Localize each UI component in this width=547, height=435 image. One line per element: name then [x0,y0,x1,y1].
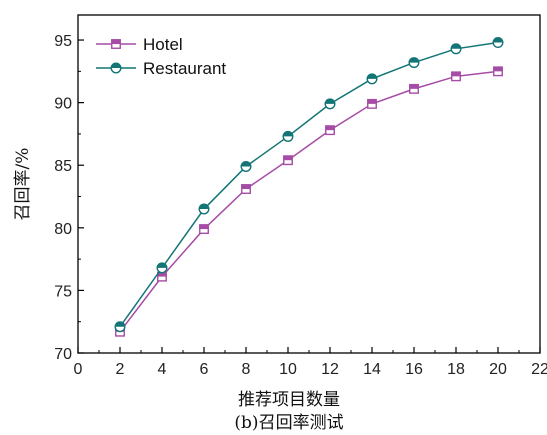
series-layer [114,37,504,337]
y-tick-label: 95 [54,33,72,50]
marker-fill [325,125,335,131]
data-point-hotel [241,184,251,194]
marker-fill [325,99,335,104]
data-point-restaurant [198,203,210,215]
marker-fill [283,131,293,137]
y-tick-label: 85 [54,158,72,175]
marker-fill [283,155,293,161]
y-tick-label: 90 [54,96,72,113]
marker-fill [451,72,461,77]
x-tick-label: 18 [447,361,465,378]
x-tick-label: 20 [489,361,507,378]
marker-fill [111,39,121,44]
marker-fill [409,57,419,63]
data-point-restaurant [156,262,168,274]
marker-fill [241,184,251,190]
data-point-restaurant [408,57,420,69]
marker-fill [493,67,503,72]
x-tick-label: 10 [279,361,297,378]
legend-item-hotel: Hotel [96,35,183,54]
data-point-hotel [367,98,377,109]
marker-fill [157,272,167,277]
x-tick-label: 14 [363,361,381,378]
series-line-restaurant [119,41,499,328]
series-hotel [115,66,503,337]
x-tick-label: 22 [531,361,547,378]
marker-fill [367,74,377,79]
y-tick-label: 80 [54,221,72,238]
y-axis-ticks: 70 75 80 85 90 95 [54,33,84,363]
legend-label: Restaurant [143,59,226,78]
y-axis-label: 召回率/% [13,148,33,221]
data-point-hotel [493,66,503,77]
data-point-restaurant [114,321,126,333]
x-axis-label: 推荐项目数量 [238,390,340,410]
data-point-restaurant [366,73,378,85]
x-axis-ticks: 0 2 4 6 8 10 12 14 16 18 20 22 [74,347,547,378]
marker-fill [199,204,209,210]
y-tick-label: 70 [54,346,72,363]
marker-fill [409,84,419,89]
x-tick-label: 6 [200,361,209,378]
legend-item-restaurant: Restaurant [96,59,226,78]
marker-fill [451,44,461,49]
data-point-hotel [325,125,335,136]
chart-caption: (b)召回率测试 [234,413,343,433]
x-tick-label: 4 [158,361,167,378]
legend-marker [110,62,122,74]
data-point-hotel [409,83,419,94]
data-point-hotel [157,271,167,282]
x-tick-label: 16 [405,361,423,378]
y-tick-label: 75 [54,283,72,300]
data-point-hotel [451,71,461,82]
legend: Hotel Restaurant [96,35,226,78]
data-point-restaurant [282,130,294,142]
marker-fill [493,37,503,43]
data-point-hotel [199,224,209,235]
series-line-hotel [119,70,499,333]
x-tick-label: 8 [242,361,251,378]
marker-fill [241,161,251,167]
data-point-hotel [283,155,293,166]
x-tick-label: 0 [74,361,83,378]
marker-fill [199,224,209,230]
marker-fill [367,99,377,104]
legend-marker [111,39,121,49]
data-point-restaurant [324,98,336,110]
data-point-restaurant [492,37,504,49]
x-tick-label: 12 [321,361,339,378]
marker-fill [115,321,125,327]
legend-label: Hotel [143,35,183,54]
data-point-restaurant [450,43,462,55]
x-tick-label: 2 [116,361,125,378]
data-point-restaurant [240,160,252,172]
series-restaurant [114,37,504,333]
marker-fill [111,63,121,68]
marker-fill [157,263,167,268]
